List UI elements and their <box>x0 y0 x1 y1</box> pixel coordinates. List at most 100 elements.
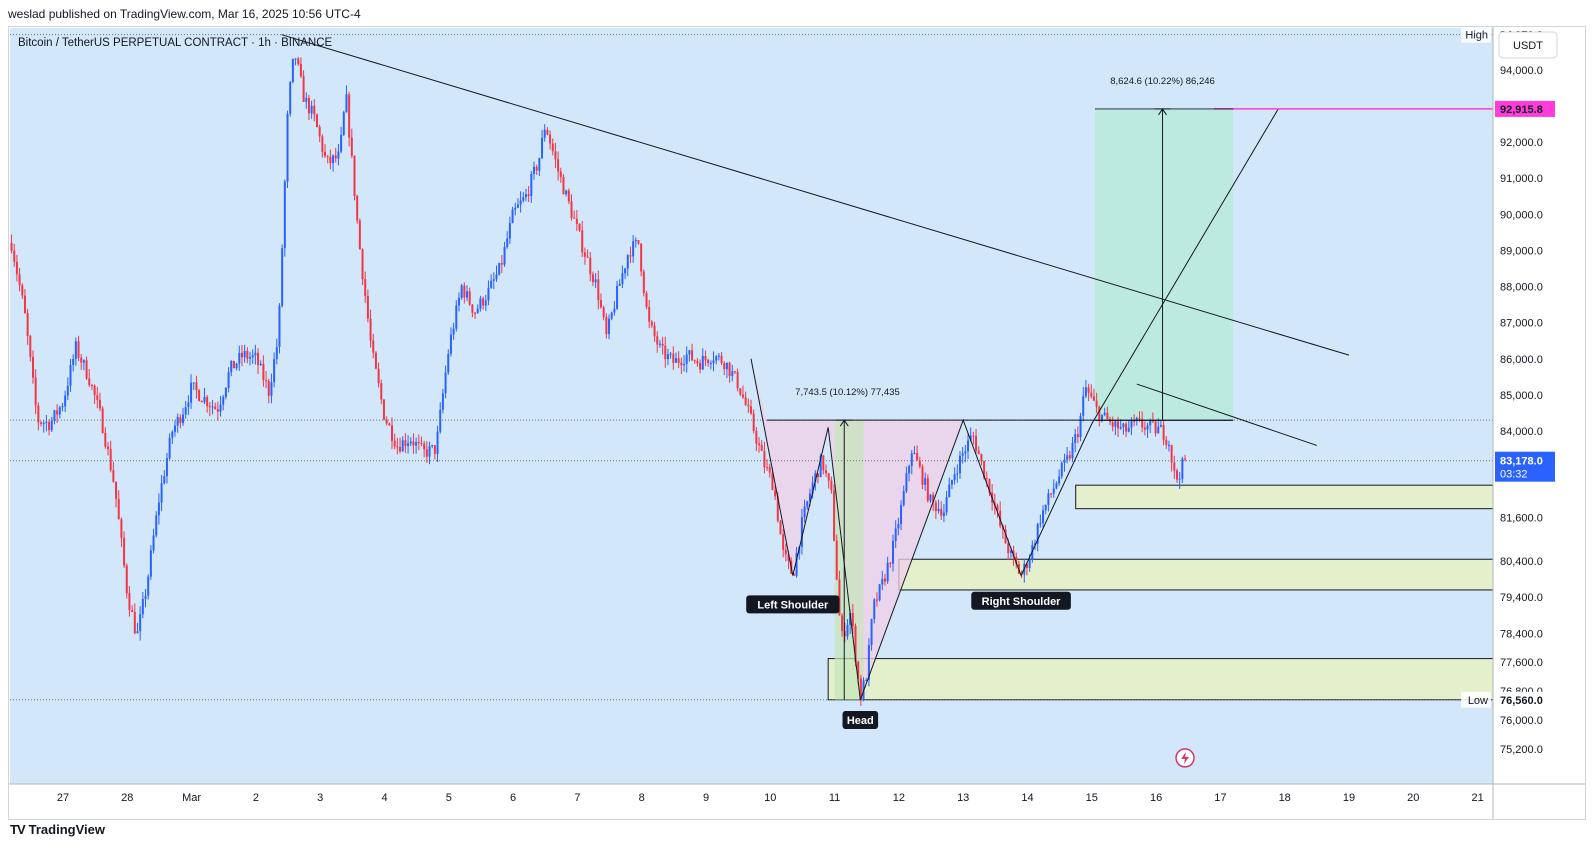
candle-body[interactable] <box>567 190 570 202</box>
candle-body[interactable] <box>452 328 455 335</box>
candle-body[interactable] <box>187 402 190 408</box>
candle-body[interactable] <box>1127 427 1130 432</box>
candle-body[interactable] <box>1133 420 1136 422</box>
candle-body[interactable] <box>1004 529 1007 544</box>
candle-body[interactable] <box>841 615 844 632</box>
candle-body[interactable] <box>704 355 707 360</box>
candle-body[interactable] <box>905 473 908 492</box>
candle-body[interactable] <box>875 599 878 601</box>
candle-body[interactable] <box>900 505 903 525</box>
candle-body[interactable] <box>626 255 629 269</box>
candle-body[interactable] <box>774 490 777 497</box>
support-zone-3[interactable] <box>827 658 1494 701</box>
candle-body[interactable] <box>117 498 120 520</box>
candle-body[interactable] <box>934 502 937 512</box>
candle-body[interactable] <box>310 105 313 114</box>
candle-body[interactable] <box>980 454 983 462</box>
candle-body[interactable] <box>967 440 970 452</box>
candle-body[interactable] <box>112 470 115 482</box>
candle-body[interactable] <box>1066 455 1069 460</box>
candle-body[interactable] <box>107 446 110 450</box>
candle-body[interactable] <box>350 137 353 156</box>
candle-body[interactable] <box>918 460 921 467</box>
candle-body[interactable] <box>565 190 568 195</box>
candle-body[interactable] <box>838 579 841 616</box>
candle-body[interactable] <box>393 440 396 447</box>
candle-body[interactable] <box>975 435 978 451</box>
candle-body[interactable] <box>1012 550 1015 557</box>
candle-body[interactable] <box>940 508 943 516</box>
candle-body[interactable] <box>13 250 16 262</box>
candle-body[interactable] <box>125 565 128 594</box>
candle-body[interactable] <box>404 440 407 446</box>
candle-body[interactable] <box>795 553 798 576</box>
candle-body[interactable] <box>733 371 736 373</box>
candle-body[interactable] <box>243 351 246 358</box>
candle-body[interactable] <box>1076 434 1079 438</box>
pattern-tag[interactable]: Head <box>842 711 879 729</box>
candle-body[interactable] <box>93 385 96 396</box>
candle-body[interactable] <box>495 274 498 280</box>
candle-body[interactable] <box>554 151 557 160</box>
candle-body[interactable] <box>31 356 34 378</box>
candle-body[interactable] <box>741 394 744 398</box>
candle-body[interactable] <box>720 355 723 364</box>
candle-body[interactable] <box>1009 550 1012 554</box>
candle-body[interactable] <box>286 113 289 182</box>
candle-body[interactable] <box>616 285 619 309</box>
candle-body[interactable] <box>1036 523 1039 544</box>
candle-body[interactable] <box>750 406 753 414</box>
candle-body[interactable] <box>259 363 262 366</box>
candle-body[interactable] <box>819 455 822 478</box>
candle-body[interactable] <box>701 355 704 370</box>
candle-body[interactable] <box>267 380 270 396</box>
candle-body[interactable] <box>808 493 811 502</box>
candle-body[interactable] <box>26 313 29 337</box>
candle-body[interactable] <box>942 512 945 516</box>
candle-body[interactable] <box>892 540 895 564</box>
candle-body[interactable] <box>768 467 771 473</box>
candle-body[interactable] <box>332 155 335 163</box>
candle-body[interactable] <box>460 285 463 298</box>
candle-body[interactable] <box>964 451 967 454</box>
candle-body[interactable] <box>707 359 710 364</box>
candle-body[interactable] <box>131 609 134 612</box>
candle-body[interactable] <box>988 478 991 493</box>
candle-body[interactable] <box>522 197 525 201</box>
candle-body[interactable] <box>211 406 214 408</box>
candle-body[interactable] <box>337 151 340 159</box>
candle-body[interactable] <box>88 378 91 386</box>
candle-body[interactable] <box>1159 425 1162 427</box>
candle-body[interactable] <box>800 517 803 547</box>
candle-body[interactable] <box>249 357 252 359</box>
candle-body[interactable] <box>133 611 136 634</box>
candle-body[interactable] <box>650 321 653 326</box>
candle-body[interactable] <box>377 368 380 384</box>
candle-body[interactable] <box>283 181 286 249</box>
candle-body[interactable] <box>358 220 361 250</box>
candle-body[interactable] <box>66 385 69 396</box>
candle-body[interactable] <box>1175 470 1178 480</box>
lightning-bolt-icon[interactable] <box>1175 748 1195 768</box>
candle-body[interactable] <box>747 404 750 407</box>
candle-body[interactable] <box>758 443 761 446</box>
candle-body[interactable] <box>608 318 611 335</box>
candle-body[interactable] <box>1143 427 1146 430</box>
candle-body[interactable] <box>910 453 913 467</box>
candle-body[interactable] <box>361 249 364 280</box>
candle-body[interactable] <box>152 535 155 551</box>
candle-body[interactable] <box>37 405 40 423</box>
candle-body[interactable] <box>849 612 852 625</box>
candle-body[interactable] <box>1165 439 1168 445</box>
candle-body[interactable] <box>444 372 447 394</box>
candle-body[interactable] <box>417 442 420 444</box>
candle-body[interactable] <box>889 562 892 564</box>
candle-body[interactable] <box>1130 420 1133 428</box>
candle-body[interactable] <box>830 480 833 491</box>
candle-body[interactable] <box>969 435 972 441</box>
candle-body[interactable] <box>634 239 637 242</box>
candle-body[interactable] <box>82 360 85 363</box>
candle-body[interactable] <box>222 396 225 405</box>
candle-body[interactable] <box>656 336 659 345</box>
price-badge[interactable]: 76,560.0 Low <box>1461 691 1555 708</box>
